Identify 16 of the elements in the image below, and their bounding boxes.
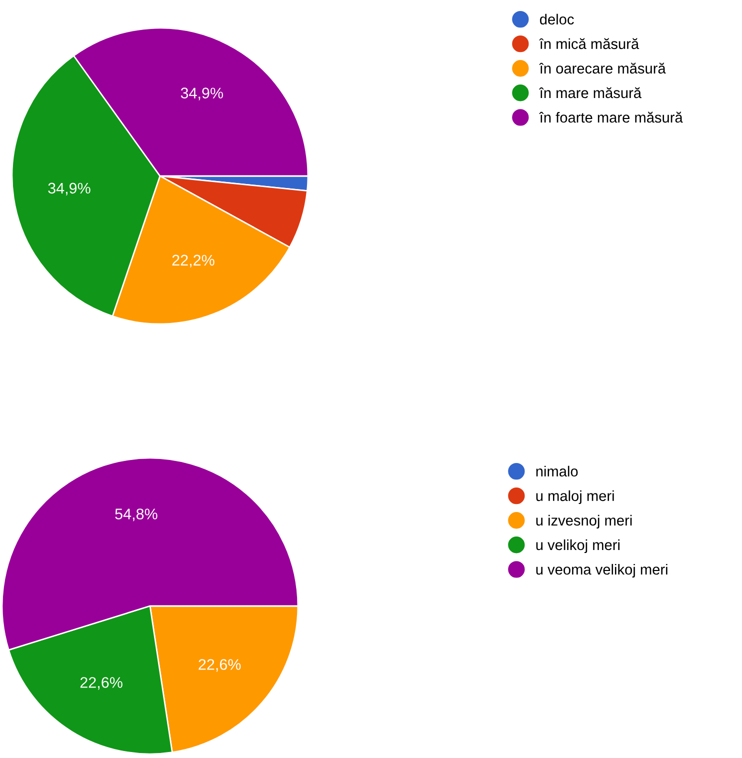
legend-label: în mică măsură	[539, 38, 640, 50]
data-label: 22,6%	[198, 659, 241, 672]
legend-label: în oarecare măsură	[539, 62, 666, 74]
legend-label: u velikoj meri	[536, 539, 620, 554]
data-label: 22,2%	[172, 254, 214, 268]
legend-label: în foarte mare măsură	[539, 112, 683, 123]
data-label: 22,6%	[80, 677, 122, 690]
legend-label: nimalo	[536, 466, 578, 477]
legend-label: deloc	[540, 14, 574, 25]
data-label: 54,8%	[115, 508, 158, 522]
legend-label: în mare măsură	[539, 87, 642, 98]
legend-label: u veoma velikoj meri	[536, 564, 668, 578]
legend-label: u izvesnoj meri	[536, 514, 632, 528]
data-label: 34,9%	[48, 182, 90, 196]
legend-label: u maloj meri	[536, 490, 614, 504]
data-label: 34,9%	[180, 88, 224, 100]
